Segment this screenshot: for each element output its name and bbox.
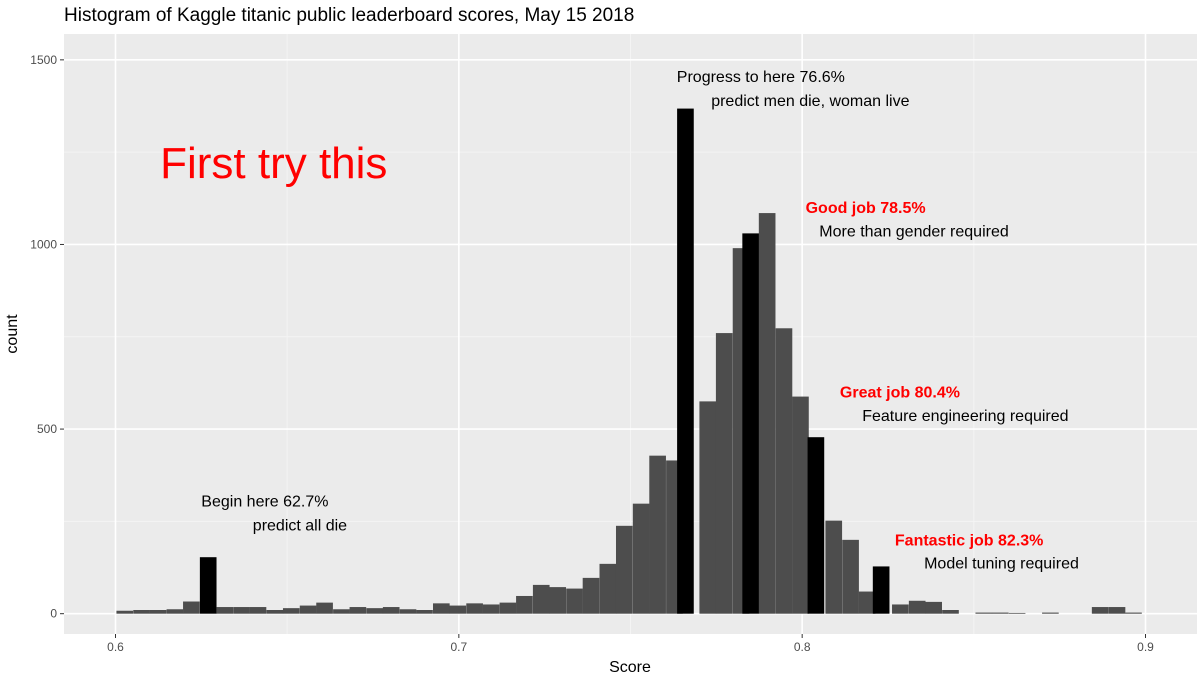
annotation-good-job: Good job 78.5% — [806, 200, 926, 217]
histogram-bar-highlight — [807, 437, 825, 614]
histogram-bar — [715, 333, 733, 614]
histogram-bar — [842, 539, 859, 614]
y-tick-label: 0 — [50, 607, 57, 621]
histogram-bar — [615, 525, 633, 614]
annotation-great-job-sub: Feature engineering required — [862, 408, 1068, 425]
histogram-bar — [499, 602, 517, 614]
histogram-bar — [282, 608, 300, 614]
histogram-bar — [991, 612, 1009, 614]
annotation-begin-here-line-2: predict all die — [253, 518, 347, 535]
x-tick-label: 0.9 — [1137, 640, 1154, 654]
histogram-bar — [416, 610, 433, 614]
histogram-bar-highlight — [742, 233, 759, 614]
y-tick-label: 500 — [37, 422, 57, 436]
histogram-bar — [549, 587, 567, 614]
histogram-bar — [349, 607, 367, 614]
histogram-bar — [792, 396, 809, 614]
histogram-bar — [649, 455, 666, 614]
histogram-bar — [482, 604, 500, 614]
histogram-bar — [249, 607, 267, 614]
annotation-fantastic-job: Fantastic job 82.3% — [895, 532, 1044, 549]
histogram-bar — [366, 608, 384, 614]
histogram-bar — [566, 588, 583, 614]
histogram-bar — [825, 520, 843, 614]
x-tick-label: 0.7 — [450, 640, 467, 654]
histogram-bar — [266, 610, 284, 614]
x-tick-label: 0.8 — [794, 640, 811, 654]
histogram-bar — [699, 401, 717, 614]
histogram-bar — [858, 591, 876, 614]
histogram-bar — [775, 328, 793, 614]
histogram-bar — [942, 610, 959, 614]
histogram-bar — [632, 503, 650, 614]
chart-annotations: First try this Begin here 62.7% predict al… — [160, 69, 1079, 573]
histogram-bar — [516, 595, 533, 614]
y-tick-label: 1000 — [30, 237, 57, 251]
histogram-bar — [399, 609, 417, 614]
x-axis: 0.6 0.7 0.8 0.9 — [107, 634, 1154, 654]
histogram-bar — [316, 602, 333, 614]
histogram-bar — [233, 607, 250, 614]
histogram-bar-highlight — [872, 566, 890, 614]
x-axis-title: Score — [609, 659, 651, 676]
histogram-bar — [599, 563, 617, 614]
histogram-bar — [892, 604, 909, 614]
histogram-bars — [116, 108, 1142, 614]
histogram-bar-highlight — [199, 557, 217, 614]
annotation-progress-line-2: predict men die, woman live — [711, 93, 909, 110]
histogram-bar — [1108, 607, 1126, 614]
grid-minor-lines — [64, 34, 1197, 634]
histogram-bar — [1091, 607, 1109, 614]
histogram-bar — [975, 612, 993, 614]
histogram-bar — [1125, 612, 1142, 614]
histogram-bar — [449, 605, 467, 614]
chart-title: Histogram of Kaggle titanic public leade… — [64, 5, 634, 26]
y-axis: 0 500 1000 1500 — [30, 53, 64, 621]
annotation-progress-line-1: Progress to here 76.6% — [677, 69, 845, 86]
histogram-bar — [333, 609, 350, 614]
histogram-bar — [166, 609, 184, 614]
histogram-bar — [758, 213, 776, 614]
histogram-bar — [149, 610, 167, 614]
annotation-good-job-sub: More than gender required — [819, 223, 1008, 240]
histogram-bar — [532, 584, 550, 614]
y-tick-label: 1500 — [30, 53, 57, 67]
histogram-bar — [925, 601, 942, 614]
histogram-bar — [1008, 612, 1026, 614]
annotation-first-try: First try this — [160, 139, 387, 188]
histogram-bar — [133, 610, 150, 614]
histogram-bar-highlight — [677, 108, 694, 614]
histogram-bar — [216, 607, 233, 614]
histogram-bar — [382, 607, 400, 614]
histogram-bar — [299, 605, 317, 614]
histogram-bar — [582, 577, 600, 614]
annotation-begin-here-line-1: Begin here 62.7% — [201, 494, 328, 511]
annotation-fantastic-job-sub: Model tuning required — [924, 556, 1079, 573]
histogram-bar — [433, 603, 450, 614]
x-tick-label: 0.6 — [107, 640, 124, 654]
histogram-bar — [1042, 612, 1059, 614]
histogram-bar — [183, 601, 200, 614]
histogram-bar — [466, 603, 483, 614]
histogram-bar — [116, 610, 134, 614]
y-axis-title: count — [4, 314, 21, 354]
histogram-bar — [908, 600, 926, 614]
annotation-great-job: Great job 80.4% — [840, 385, 960, 402]
